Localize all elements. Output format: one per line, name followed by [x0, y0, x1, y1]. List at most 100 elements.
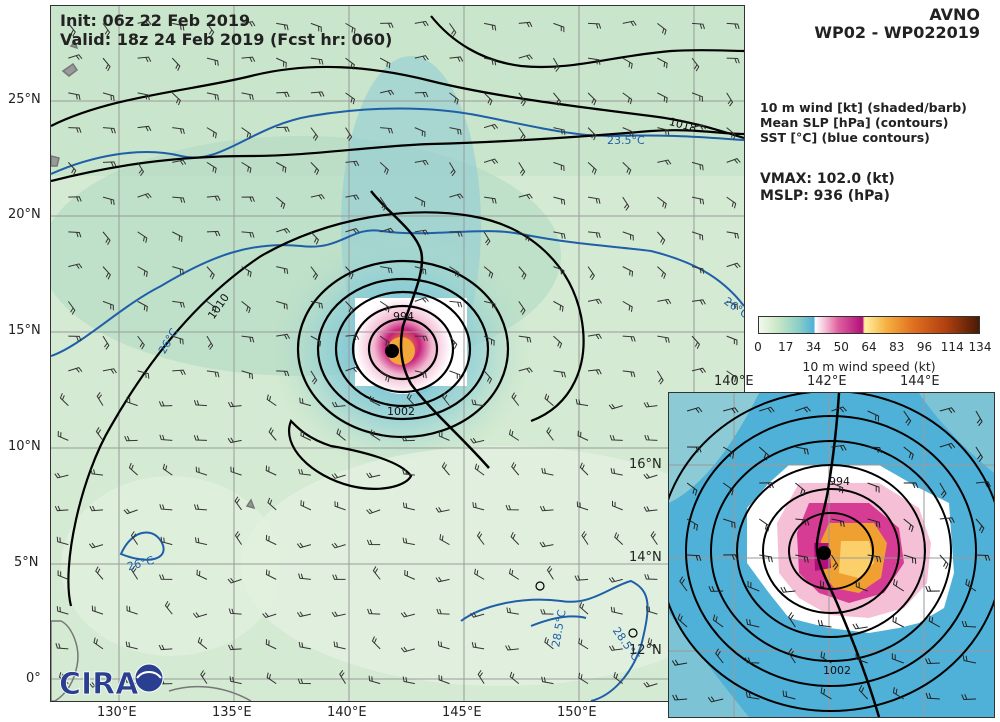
wind-barb [206, 23, 215, 37]
wind-barb [331, 401, 346, 408]
wind-barb [57, 570, 69, 580]
wind-barb [691, 335, 701, 349]
wind-barb [55, 643, 69, 650]
wind-barb [518, 92, 526, 107]
wind-barb [483, 370, 493, 384]
wind-barb [925, 658, 940, 665]
wind-barb [686, 406, 703, 414]
wind-barb [310, 335, 322, 347]
wind-barb [276, 126, 290, 133]
wind-barb [195, 466, 208, 476]
wind-barb [687, 554, 702, 561]
wind-barb [241, 127, 252, 139]
wind-barb [402, 676, 415, 685]
wind-barb [939, 482, 947, 499]
slp-label: 994 [393, 310, 414, 323]
wind-shading-southwest [61, 476, 281, 656]
colorbar-tick-label: 114 [940, 340, 964, 354]
lat-label: 5°N [14, 555, 39, 570]
wind-barb [54, 472, 69, 479]
wind-barb [160, 536, 173, 546]
wind-barb [587, 333, 602, 340]
wind-barb [712, 614, 724, 628]
wind-barb [333, 641, 346, 650]
wind-barb [366, 472, 381, 479]
wind-barb [400, 611, 415, 618]
wind-barb [831, 518, 845, 527]
stats-block: VMAX: 102.0 (kt) MSLP: 936 (hPa) [760, 171, 895, 205]
wind-barb [229, 676, 242, 685]
wind-barb [726, 158, 741, 164]
wind-barb [610, 606, 623, 615]
wind-barb [644, 574, 658, 580]
wind-barb [855, 581, 868, 592]
wind-barb [102, 161, 117, 167]
wind-barb [102, 335, 110, 350]
wind-barb [68, 92, 81, 100]
mslp-value: MSLP: 936 (hPa) [760, 188, 890, 204]
wind-barb [370, 429, 381, 441]
wind-barb [817, 619, 832, 628]
wind-barb [310, 194, 325, 200]
wind-barb [539, 505, 554, 512]
wind-barb [310, 127, 319, 141]
wind-barb [795, 482, 806, 497]
wind-barb [137, 92, 150, 101]
wind-barb [206, 127, 217, 139]
wind-barb [622, 127, 634, 137]
wind-barb [88, 542, 104, 549]
wind-barb [414, 20, 429, 27]
colorbar-tick-label: 0 [754, 340, 762, 354]
wind-barb [576, 501, 589, 511]
wind-barb [345, 228, 360, 234]
wind-barb [310, 370, 318, 385]
wind-barb [276, 300, 288, 310]
wind-barb [298, 573, 311, 580]
wind-barb [366, 508, 381, 515]
wind-barb [471, 642, 485, 650]
wind-barb [300, 500, 312, 511]
wind-barb [657, 57, 668, 69]
wind-barb [172, 266, 184, 275]
wind-barb [345, 92, 356, 105]
wind-barb [691, 124, 706, 131]
wind-barb [230, 466, 242, 476]
wind-barb [345, 57, 355, 70]
wind-barb [588, 22, 602, 29]
lon-label: 145°E [442, 705, 482, 720]
wind-barb [759, 482, 774, 489]
wind-barb [726, 231, 740, 239]
wind-barb [54, 505, 69, 512]
wind-barb [449, 231, 463, 237]
colorbar-tick-label: 34 [805, 340, 822, 354]
cira-logo: CIRA [59, 663, 164, 702]
wind-barb [622, 370, 636, 378]
wind-barb [241, 231, 255, 238]
wind-barb [126, 397, 138, 407]
wind-barb [579, 601, 589, 615]
wind-barb [646, 605, 658, 615]
wind-barb [88, 682, 104, 688]
wind-barb [518, 231, 530, 242]
wind-barb [508, 429, 520, 441]
wind-barb [172, 127, 185, 135]
wind-barb [172, 335, 184, 345]
wind-barb [867, 518, 881, 528]
wind-barb [241, 335, 255, 343]
wind-barb [691, 57, 700, 72]
wind-barb [310, 57, 324, 65]
wind-barb [587, 298, 602, 305]
wind-barb [483, 231, 491, 246]
wind-barb [137, 300, 148, 312]
wind-barb [102, 127, 116, 134]
wind-barb [788, 648, 796, 664]
wind-barb [193, 504, 207, 511]
wind-barb [614, 532, 624, 545]
sst-label: 23.5°C [607, 134, 645, 147]
wind-barb [541, 676, 554, 685]
wind-barb [196, 569, 208, 580]
wind-barb [726, 300, 738, 310]
wind-barb [553, 22, 565, 33]
wind-barb [831, 554, 839, 571]
